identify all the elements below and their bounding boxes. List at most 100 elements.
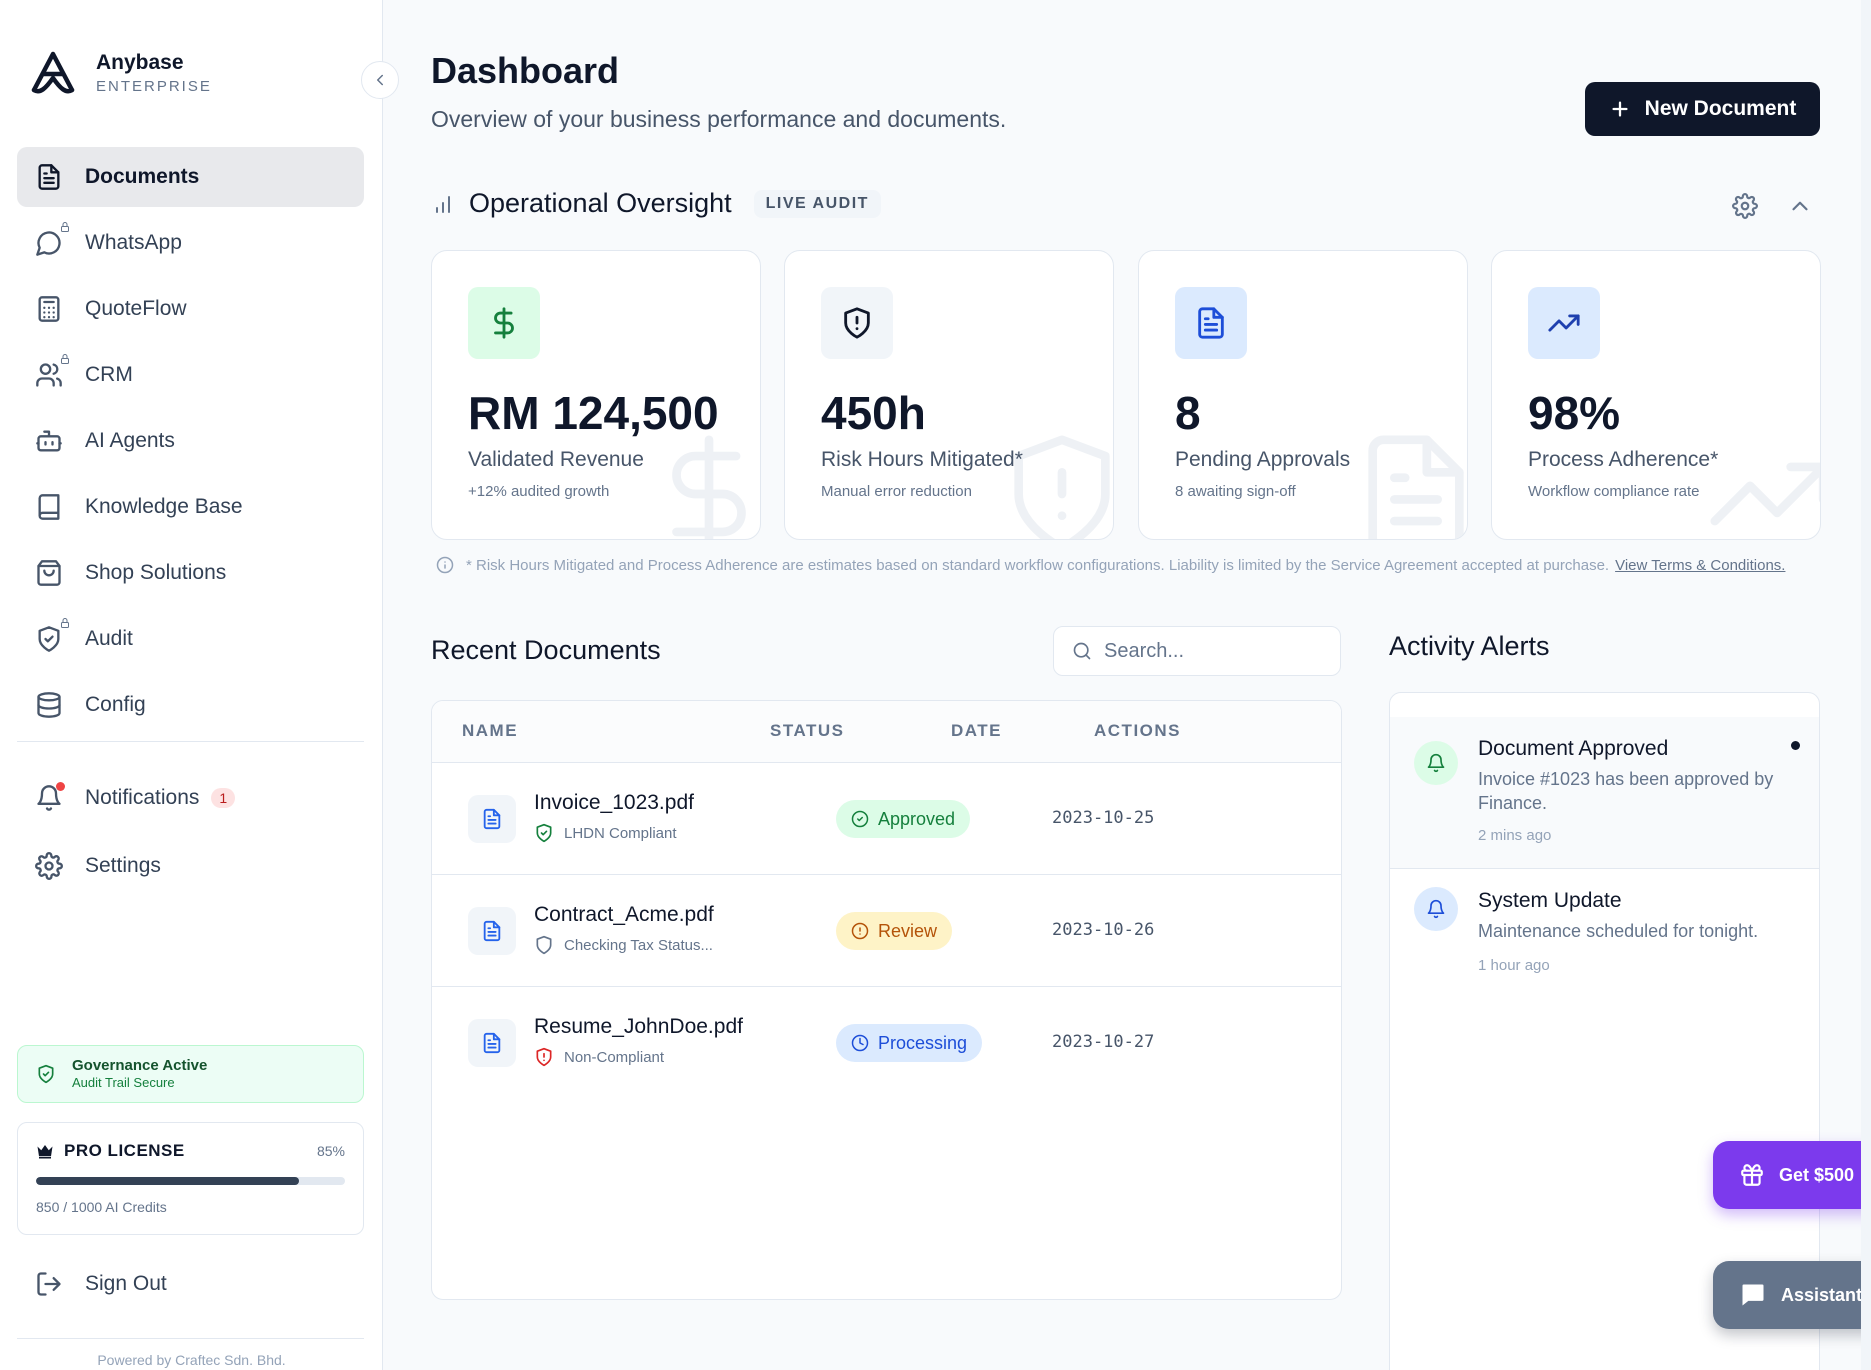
stat-icon-box bbox=[821, 287, 893, 359]
sidebar-item-label: Config bbox=[85, 693, 146, 716]
shield-check-icon bbox=[536, 823, 552, 843]
sign-out-button[interactable]: Sign Out bbox=[17, 1254, 364, 1314]
governance-subtitle: Audit Trail Secure bbox=[72, 1075, 175, 1090]
chevron-left-icon bbox=[377, 74, 383, 86]
collapse-sidebar-button[interactable] bbox=[361, 61, 399, 99]
chat-bubble-icon bbox=[35, 219, 73, 257]
unread-indicator bbox=[1791, 741, 1800, 750]
new-document-label: New Document bbox=[1644, 97, 1797, 120]
file-text-icon bbox=[35, 163, 63, 191]
disclaimer: * Risk Hours Mitigated and Process Adher… bbox=[436, 556, 1785, 574]
gift-icon bbox=[1741, 1164, 1763, 1186]
brand-name: Anybase bbox=[96, 51, 184, 74]
column-header-date[interactable]: DATE bbox=[951, 721, 1003, 740]
stat-icon-box bbox=[1175, 287, 1247, 359]
search-box[interactable] bbox=[1053, 626, 1341, 676]
shield-alert-icon bbox=[536, 1047, 552, 1067]
document-name[interactable]: Resume_JohnDoe.pdf bbox=[534, 1015, 743, 1038]
new-document-button[interactable]: New Document bbox=[1585, 82, 1820, 136]
table-row[interactable]: Resume_JohnDoe.pdf Non-Compliant Process… bbox=[432, 987, 1341, 1099]
alert-text: Maintenance scheduled for tonight. bbox=[1478, 921, 1759, 941]
trending-up-icon bbox=[1548, 314, 1580, 332]
disclaimer-text: * Risk Hours Mitigated and Process Adher… bbox=[466, 556, 1610, 574]
trending-watermark-icon bbox=[1704, 429, 1820, 539]
bell-icon bbox=[1414, 887, 1458, 931]
alert-item[interactable]: Document Approved Invoice #1023 has been… bbox=[1390, 717, 1819, 869]
oversight-title: Operational Oversight bbox=[469, 188, 732, 218]
page-scrollbar[interactable] bbox=[1861, 0, 1871, 1370]
activity-alerts-title: Activity Alerts bbox=[1389, 631, 1550, 661]
status-label: Review bbox=[878, 920, 938, 941]
search-input[interactable] bbox=[1104, 639, 1324, 663]
page-subtitle: Overview of your business performance an… bbox=[431, 106, 1007, 132]
license-card[interactable]: PRO LICENSE 85% 850 / 1000 AI Credits bbox=[17, 1122, 364, 1235]
sidebar-item-quoteflow[interactable]: QuoteFlow bbox=[17, 279, 364, 339]
alert-item[interactable]: System Update Maintenance scheduled for … bbox=[1390, 869, 1819, 999]
brand[interactable]: Anybase ENTERPRISE bbox=[28, 50, 212, 96]
calculator-icon bbox=[35, 295, 63, 323]
sidebar-item-label: Notifications bbox=[85, 786, 200, 809]
assistant-button[interactable]: Assistant bbox=[1713, 1261, 1871, 1329]
sidebar-item-label: Documents bbox=[85, 165, 200, 188]
document-date: 2023-10-27 bbox=[1052, 1032, 1155, 1052]
table-row[interactable]: Contract_Acme.pdf Checking Tax Status...… bbox=[432, 875, 1341, 987]
referral-button[interactable]: Get $500 bbox=[1713, 1141, 1871, 1209]
file-icon bbox=[468, 907, 516, 955]
sidebar-item-label: WhatsApp bbox=[85, 231, 182, 254]
sidebar-item-ai-agents[interactable]: AI Agents bbox=[17, 411, 364, 471]
stat-card-process-adherence: 98% Process Adherence* Workflow complian… bbox=[1491, 250, 1821, 540]
compliance-status: Non-Compliant bbox=[534, 1047, 664, 1067]
dollar-icon bbox=[494, 307, 514, 339]
sidebar-item-settings[interactable]: Settings bbox=[17, 835, 364, 897]
sidebar-item-label: Knowledge Base bbox=[85, 495, 243, 518]
oversight-header: Operational Oversight LIVE AUDIT bbox=[431, 188, 881, 219]
sidebar-item-notifications[interactable]: Notifications 1 bbox=[17, 767, 364, 829]
table-row[interactable]: Invoice_1023.pdf LHDN Compliant Approved… bbox=[432, 763, 1341, 875]
sidebar-bottom-divider bbox=[17, 1338, 364, 1339]
document-date: 2023-10-25 bbox=[1052, 808, 1155, 828]
file-text-icon bbox=[1198, 307, 1224, 339]
gear-icon[interactable] bbox=[1732, 193, 1758, 219]
stat-card-risk-hours: 450h Risk Hours Mitigated* Manual error … bbox=[784, 250, 1114, 540]
sidebar-divider bbox=[17, 741, 364, 742]
documents-table: NAME STATUS DATE ACTIONS Invoice_1023.pd… bbox=[431, 700, 1342, 1300]
chevron-up-icon[interactable] bbox=[1787, 193, 1813, 219]
sidebar-item-label: QuoteFlow bbox=[85, 297, 187, 320]
sidebar-item-audit[interactable]: Audit bbox=[17, 609, 364, 669]
sidebar-item-config[interactable]: Config bbox=[17, 675, 364, 735]
stat-subtext: Workflow compliance rate bbox=[1528, 483, 1700, 500]
alert-text: Invoice #1023 has been approved by Finan… bbox=[1478, 769, 1774, 813]
page-title: Dashboard bbox=[431, 50, 620, 91]
column-header-status[interactable]: STATUS bbox=[770, 721, 845, 740]
alert-circle-icon bbox=[851, 922, 869, 940]
column-header-name[interactable]: NAME bbox=[462, 721, 519, 740]
sidebar-item-documents[interactable]: Documents bbox=[17, 147, 364, 207]
file-watermark-icon bbox=[1351, 429, 1467, 539]
status-label: Approved bbox=[878, 808, 956, 829]
stat-subtext: +12% audited growth bbox=[468, 483, 610, 500]
sidebar-nav: Documents WhatsApp QuoteFlow CRM bbox=[17, 147, 364, 741]
document-name[interactable]: Contract_Acme.pdf bbox=[534, 903, 714, 926]
plus-icon bbox=[1612, 101, 1628, 117]
sidebar-item-whatsapp[interactable]: WhatsApp bbox=[17, 213, 364, 273]
terms-link[interactable]: View Terms & Conditions. bbox=[1615, 556, 1786, 574]
document-date: 2023-10-26 bbox=[1052, 920, 1155, 940]
license-title: PRO LICENSE bbox=[64, 1141, 185, 1160]
sidebar-item-label: Settings bbox=[85, 854, 161, 877]
document-name[interactable]: Invoice_1023.pdf bbox=[534, 791, 694, 814]
anybase-logo-icon bbox=[31, 51, 75, 94]
status-badge: Review bbox=[836, 912, 953, 950]
stat-subtext: Manual error reduction bbox=[821, 483, 972, 500]
sidebar-item-label: CRM bbox=[85, 363, 133, 386]
stat-value: 450h bbox=[821, 387, 926, 439]
lock-icon bbox=[57, 351, 73, 367]
license-percent: 85% bbox=[316, 1143, 345, 1159]
sidebar-item-knowledge-base[interactable]: Knowledge Base bbox=[17, 477, 364, 537]
sidebar-item-shop-solutions[interactable]: Shop Solutions bbox=[17, 543, 364, 603]
alert-time: 2 mins ago bbox=[1478, 827, 1552, 844]
license-progress-bar bbox=[36, 1177, 345, 1185]
sidebar-item-crm[interactable]: CRM bbox=[17, 345, 364, 405]
status-label: Processing bbox=[878, 1032, 968, 1053]
assistant-label: Assistant bbox=[1781, 1284, 1863, 1305]
crown-icon bbox=[36, 1142, 54, 1160]
